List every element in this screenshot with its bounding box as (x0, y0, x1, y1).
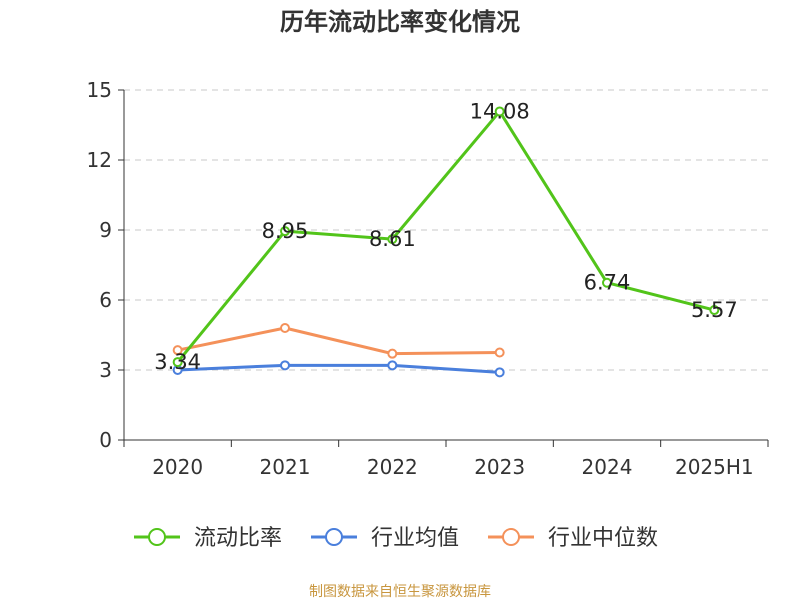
x-tick-label: 2022 (367, 455, 418, 479)
legend: 流动比率 行业均值 行业中位数 (134, 526, 658, 551)
x-tick-label: 2020 (152, 455, 203, 479)
data-point (387, 360, 398, 371)
data-label: 3.34 (154, 350, 201, 374)
legend-marker (325, 528, 343, 546)
series-line-2 (177, 326, 500, 356)
y-tick-label: 15 (87, 78, 112, 102)
data-label: 8.95 (262, 219, 309, 243)
series-line-1 (177, 363, 500, 374)
data-point (494, 106, 505, 117)
legend-marker (148, 528, 166, 546)
legend-label: 行业中位数 (548, 526, 658, 551)
data-label: 5.57 (691, 298, 738, 322)
data-point (280, 226, 290, 237)
data-point (387, 348, 398, 359)
series-layer (172, 106, 720, 378)
legend-marker (502, 528, 520, 546)
y-tick-label: 12 (87, 148, 112, 172)
grid-lines (124, 89, 768, 371)
data-labels: 3.34 8.95 8.61 14.08 6.74 5.57 (154, 99, 737, 374)
series-line-0 (176, 109, 715, 364)
x-tick-label: 2025H1 (675, 455, 754, 479)
data-point (494, 367, 505, 378)
x-tick-label: 2023 (474, 455, 525, 479)
data-point (280, 360, 290, 371)
data-point (172, 357, 183, 368)
y-tick-label: 0 (99, 428, 112, 452)
legend-label: 流动比率 (194, 526, 282, 551)
source-note: 制图数据来自恒生聚源数据库 (309, 584, 491, 600)
data-label: 14.08 (470, 99, 530, 123)
data-point (280, 323, 290, 333)
chart-title: 历年流动比率变化情况 (280, 8, 520, 36)
data-point (709, 305, 720, 316)
legend-label: 行业均值 (371, 526, 459, 551)
axes: 0 3 6 9 12 15 2020 2021 2022 2023 2024 2025H1 (87, 78, 769, 479)
data-label: 8.61 (369, 227, 416, 251)
y-tick-label: 3 (99, 358, 112, 382)
x-tick-label: 2024 (582, 455, 633, 479)
data-point (602, 277, 612, 288)
data-point (494, 347, 505, 358)
y-tick-label: 6 (99, 288, 112, 312)
data-label: 6.74 (584, 271, 631, 295)
x-tick-label: 2021 (260, 455, 311, 479)
y-tick-label: 9 (99, 218, 112, 242)
data-point (172, 345, 183, 356)
data-point (387, 234, 398, 245)
